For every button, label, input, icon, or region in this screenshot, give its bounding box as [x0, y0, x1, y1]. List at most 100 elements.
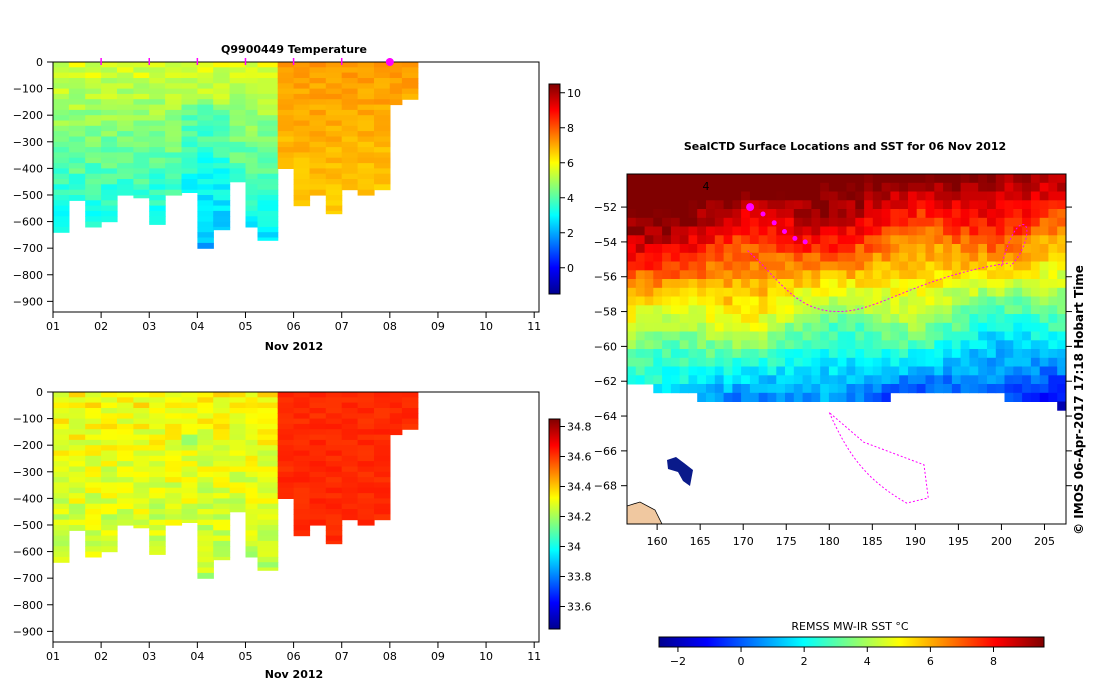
sst-cell — [723, 279, 733, 289]
section-cell — [341, 179, 359, 185]
section-cell — [149, 546, 166, 553]
sst-cell — [899, 322, 909, 332]
sst-cell — [670, 322, 681, 332]
sst-cell — [934, 182, 944, 192]
section-cell — [374, 179, 391, 185]
sst-cell — [785, 366, 795, 376]
section-cell — [257, 509, 279, 515]
sst-cell — [987, 226, 997, 236]
sst-cell — [741, 322, 751, 332]
section-cell — [53, 466, 70, 473]
section-cell — [277, 466, 295, 473]
sst-cell — [890, 314, 900, 324]
sst-cell — [1013, 182, 1023, 192]
section-cell — [197, 402, 214, 409]
sst-cell — [820, 305, 830, 315]
sst-cell — [1048, 182, 1058, 192]
section-cell — [197, 392, 214, 398]
section-cell — [309, 519, 327, 526]
section-cell — [229, 445, 247, 452]
section-cell — [325, 418, 343, 425]
section-cell — [197, 115, 214, 122]
section-cell — [197, 482, 214, 489]
sst-cell — [644, 226, 654, 236]
y-tick-label: −100 — [13, 83, 43, 96]
sst-cell — [864, 279, 874, 289]
section-cell — [165, 397, 183, 404]
sst-cell — [1057, 340, 1066, 350]
sst-cell — [758, 244, 768, 254]
section-cell — [325, 540, 343, 545]
sst-cell — [1022, 261, 1032, 271]
section-cell — [229, 471, 247, 478]
sst-cell — [1004, 287, 1014, 297]
section-cell — [197, 477, 214, 483]
lat-tick-label: −60 — [594, 340, 617, 353]
section-cell — [133, 120, 150, 127]
section-cell — [85, 120, 102, 127]
sst-cell — [987, 384, 997, 394]
section-cell — [341, 184, 359, 191]
section-cell — [53, 498, 70, 505]
sst-cell — [1057, 366, 1066, 376]
sst-cell — [1030, 217, 1041, 227]
section-cell — [133, 445, 150, 452]
sst-cell — [627, 244, 637, 254]
sst-cell — [995, 322, 1005, 332]
y-tick-label: −900 — [13, 295, 43, 308]
section-cell — [213, 530, 231, 537]
sst-cell — [1030, 270, 1041, 280]
section-cell — [101, 471, 118, 478]
sst-cell — [1022, 340, 1032, 350]
sst-cell — [1057, 226, 1066, 236]
section-cell — [117, 477, 134, 483]
sst-cell — [635, 270, 645, 280]
sst-cell — [987, 340, 997, 350]
section-cell — [245, 115, 259, 122]
sst-cell — [688, 182, 698, 192]
sst-cell — [627, 279, 637, 289]
sst-cell — [723, 340, 733, 350]
section-cell — [197, 168, 214, 175]
sst-cell — [881, 217, 891, 227]
section-cell — [245, 487, 259, 494]
sst-cell — [1039, 244, 1049, 254]
section-cell — [149, 210, 166, 217]
sst-cell — [688, 217, 698, 227]
section-cell — [325, 120, 343, 127]
sst-cell — [951, 331, 962, 341]
section-cell — [257, 147, 279, 153]
section-cell — [293, 184, 311, 191]
sst-cell — [864, 209, 874, 219]
section-cell — [117, 179, 134, 185]
section-cell — [53, 482, 70, 489]
sst-cell — [706, 314, 716, 324]
sst-cell — [741, 200, 751, 210]
section-cell — [277, 455, 295, 462]
sst-cell — [925, 331, 935, 341]
sst-cell — [969, 349, 979, 359]
section-cell — [325, 461, 343, 467]
sst-cell — [855, 235, 865, 245]
section-cell — [293, 131, 311, 137]
section-cell — [85, 503, 102, 510]
sst-cell — [934, 305, 944, 315]
salinity-x-label: Nov 2012 — [265, 668, 323, 681]
section-cell — [68, 493, 86, 499]
sst-cell — [969, 191, 979, 201]
sst-cell — [925, 174, 935, 184]
section-cell — [229, 93, 247, 100]
section-cell — [357, 482, 375, 489]
lat-tick-label: −66 — [594, 445, 617, 458]
section-cell — [325, 530, 343, 537]
sst-cell — [714, 252, 724, 262]
section-cell — [213, 163, 231, 169]
section-cell — [133, 477, 150, 483]
sst-cell — [662, 287, 672, 297]
section-cell — [245, 402, 259, 409]
sst-cell — [732, 296, 742, 306]
sst-cell — [723, 174, 733, 184]
y-tick-label: −300 — [13, 136, 43, 149]
section-cell — [325, 62, 343, 68]
section-cell — [197, 173, 214, 180]
